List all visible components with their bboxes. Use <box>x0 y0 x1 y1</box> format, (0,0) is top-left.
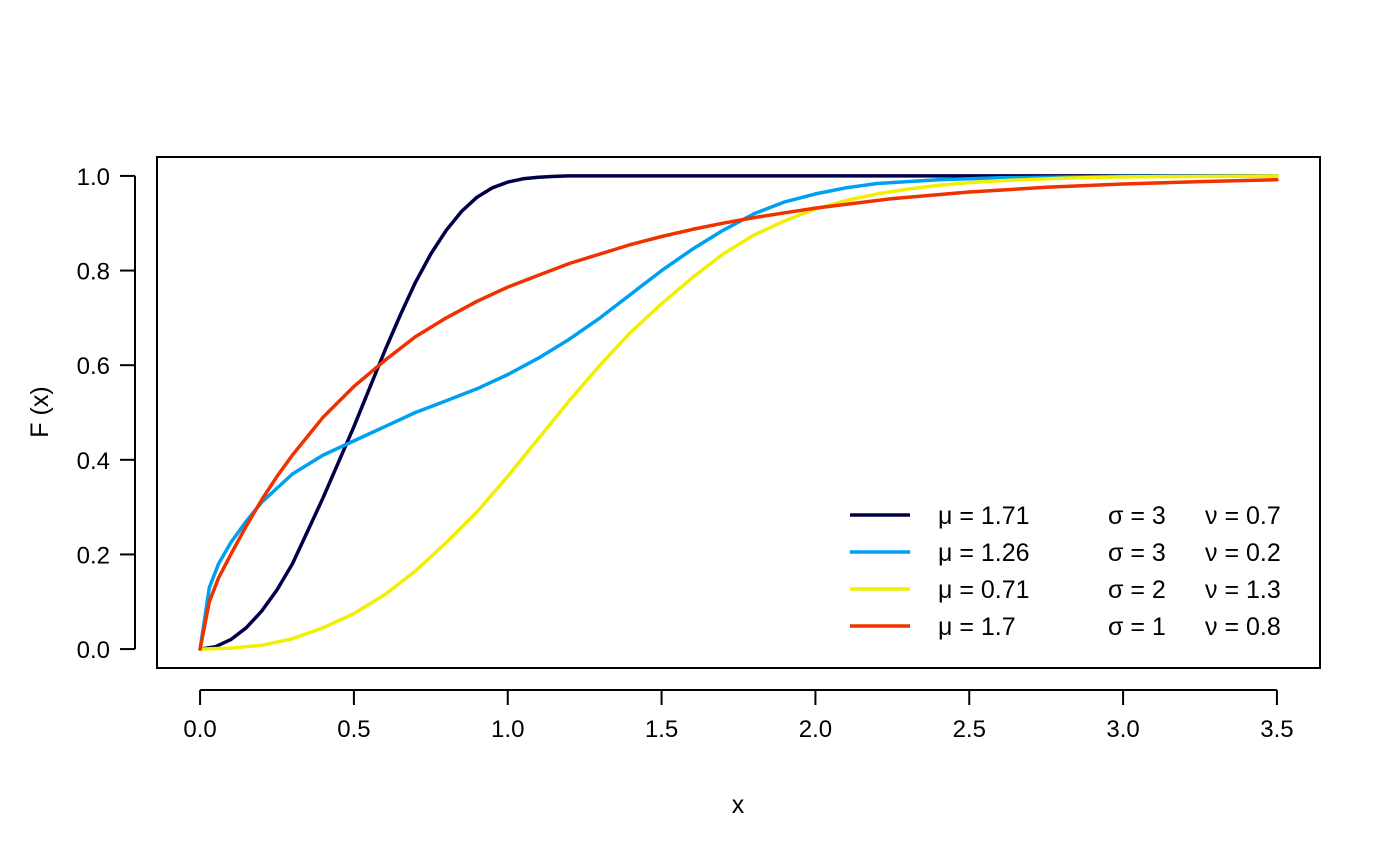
series-line-1 <box>198 174 1279 651</box>
legend-mu-2: μ = 1.26 <box>938 539 1030 567</box>
x-tick-label: 3.5 <box>1260 716 1293 743</box>
x-tick-label: 2.5 <box>953 716 986 743</box>
series-line-3 <box>198 174 1279 651</box>
legend-nu-3: ν = 1.3 <box>1205 576 1281 604</box>
legend-nu-2: ν = 0.2 <box>1205 539 1281 567</box>
legend-sigma-1: σ = 3 <box>1108 502 1166 530</box>
legend-nu-1: ν = 0.7 <box>1205 502 1281 530</box>
legend-mu-3: μ = 0.71 <box>938 576 1030 604</box>
series-layer <box>198 174 1279 651</box>
x-tick-label: 0.5 <box>337 716 370 743</box>
x-axis-label: x <box>732 791 745 819</box>
y-tick-label: 0.8 <box>77 259 110 286</box>
legend-sigma-4: σ = 1 <box>1108 613 1166 641</box>
legend-sigma-2: σ = 3 <box>1108 539 1166 567</box>
plot-frame <box>156 156 1321 669</box>
legend-nu-4: ν = 0.8 <box>1205 613 1281 641</box>
x-tick-label: 2.0 <box>799 716 832 743</box>
x-tick-label: 1.5 <box>645 716 678 743</box>
y-tick-label: 0.2 <box>77 542 110 569</box>
series-line-4 <box>198 177 1279 651</box>
legend-mu-1: μ = 1.71 <box>938 502 1030 530</box>
legend-mu-4: μ = 1.7 <box>938 613 1016 641</box>
x-tick-label: 1.0 <box>491 716 524 743</box>
x-tick-label: 0.0 <box>183 716 216 743</box>
y-tick-label: 0.0 <box>77 637 110 664</box>
x-tick-label: 3.0 <box>1106 716 1139 743</box>
y-tick-label: 0.4 <box>77 448 110 475</box>
legend-sigma-3: σ = 2 <box>1108 576 1166 604</box>
legend: μ = 1.71 σ = 3 ν = 0.7 μ = 1.26 σ = 3 ν = 0.2… <box>850 502 1281 641</box>
x-axis: 0.0 0.5 1.0 1.5 2.0 2.5 3.0 3.5 <box>183 689 1294 743</box>
y-tick-label: 1.0 <box>77 164 110 191</box>
y-axis: 0.0 0.2 0.4 0.6 0.8 1.0 <box>77 164 136 664</box>
y-tick-label: 0.6 <box>77 353 110 380</box>
y-axis-label: F (x) <box>26 386 54 437</box>
